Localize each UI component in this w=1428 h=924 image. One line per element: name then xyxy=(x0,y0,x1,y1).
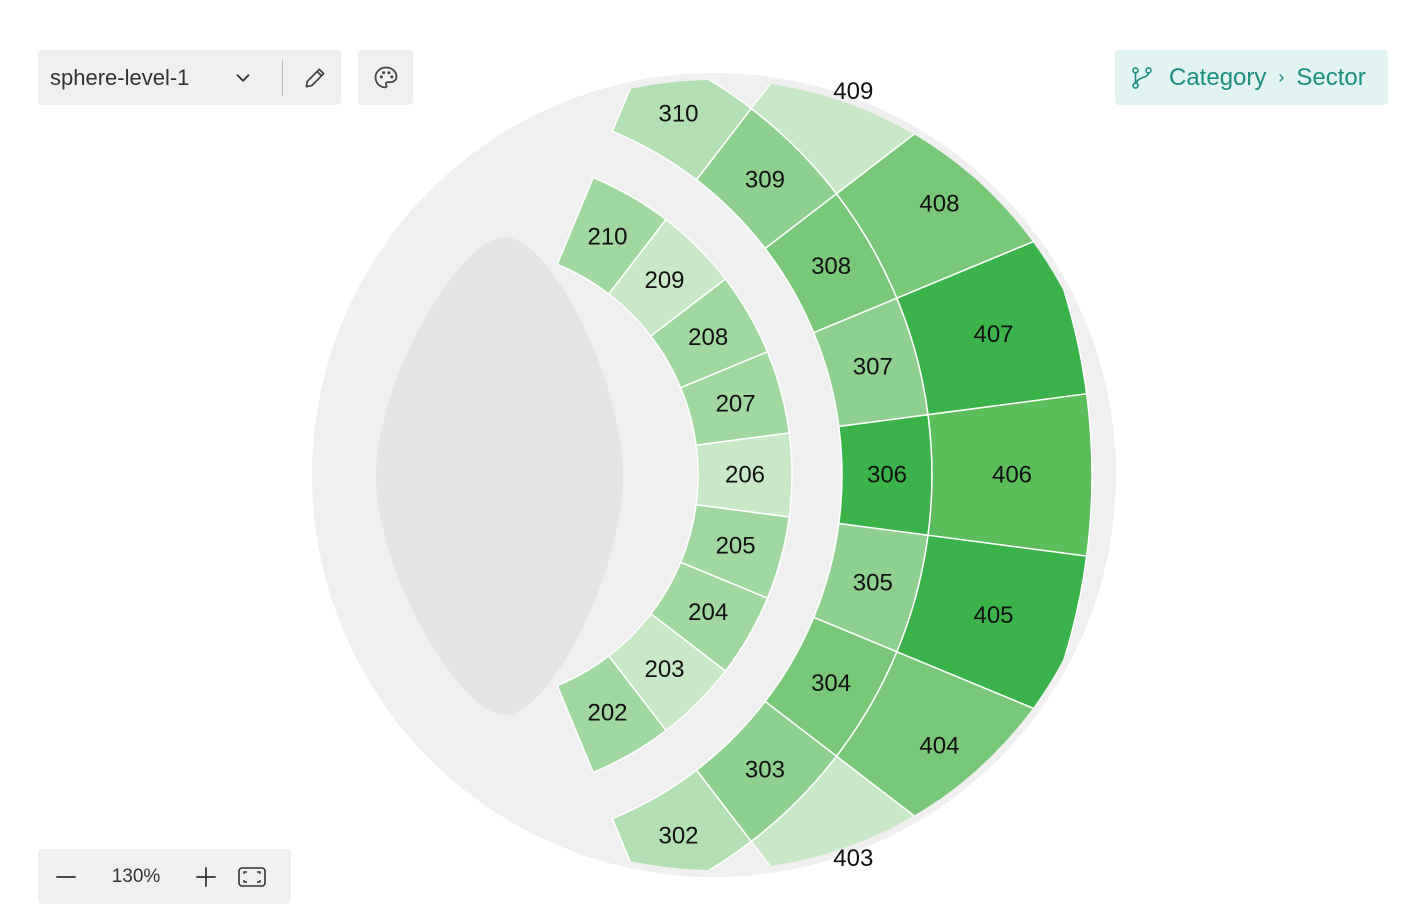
sector-208[interactable] xyxy=(649,277,769,389)
sector-204[interactable] xyxy=(649,561,769,673)
palette-button[interactable] xyxy=(358,50,413,105)
zoom-level: 130% xyxy=(111,865,161,887)
sector-306[interactable] xyxy=(837,413,933,537)
edit-button[interactable] xyxy=(295,58,335,98)
fit-screen-icon xyxy=(238,866,266,887)
fit-screen-button[interactable] xyxy=(232,857,272,897)
branch-icon xyxy=(1129,65,1155,91)
breadcrumb-item-category[interactable]: Category xyxy=(1169,63,1267,91)
pencil-icon xyxy=(305,67,325,88)
map-selector[interactable]: sphere-level-1 xyxy=(38,50,254,105)
chevron-down-icon xyxy=(236,73,250,82)
sector-406[interactable] xyxy=(927,392,1093,558)
map-name: sphere-level-1 xyxy=(50,64,190,90)
stage-area xyxy=(376,237,623,715)
hierarchy-breadcrumb[interactable]: Category › Sector xyxy=(1115,50,1388,105)
sector-206[interactable] xyxy=(695,432,793,518)
zoom-in-button[interactable] xyxy=(186,857,226,897)
sector-202[interactable] xyxy=(556,654,668,774)
sector-205[interactable] xyxy=(679,503,791,600)
chevron-right-icon: › xyxy=(1278,67,1285,87)
sector-209[interactable] xyxy=(607,218,727,338)
toolbar-divider xyxy=(282,59,283,96)
zoom-out-button[interactable] xyxy=(46,857,86,897)
sector-203[interactable] xyxy=(607,612,727,732)
palette-icon xyxy=(374,66,397,88)
sector-210[interactable] xyxy=(556,176,668,296)
breadcrumb-item-sector[interactable]: Sector xyxy=(1296,63,1366,91)
map-toolbar: sphere-level-1 xyxy=(38,50,341,105)
zoom-controls: 130% xyxy=(38,849,291,904)
minus-icon xyxy=(56,875,76,878)
plus-icon xyxy=(196,866,216,887)
sector-207[interactable] xyxy=(679,350,791,447)
